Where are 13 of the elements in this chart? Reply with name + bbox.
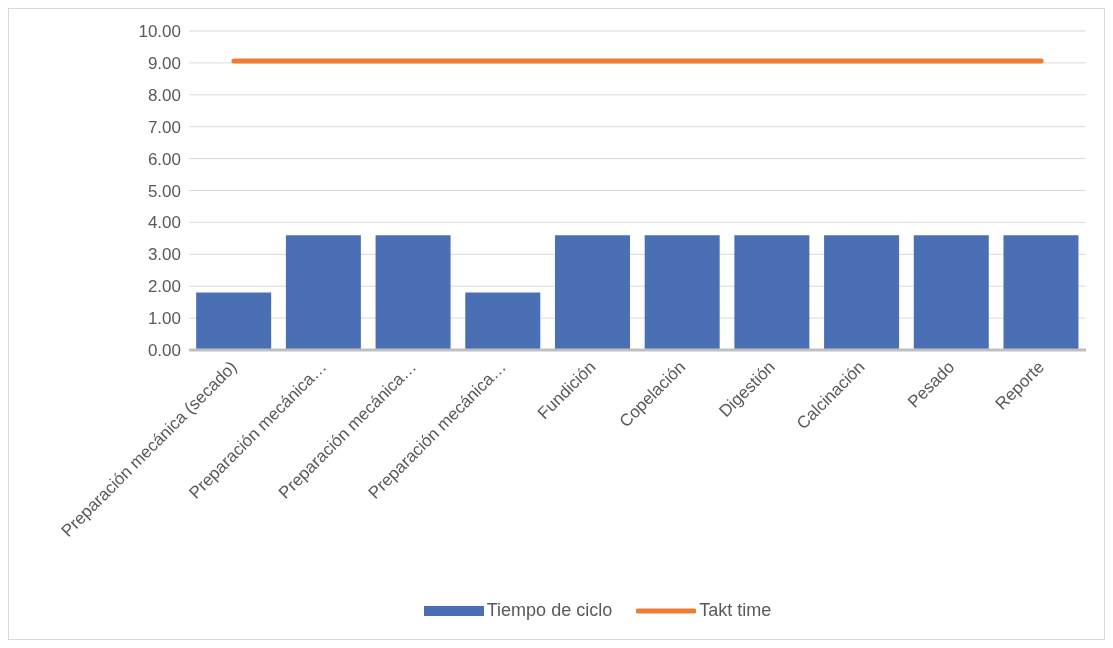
y-tick-label: 4.00 xyxy=(147,213,181,233)
y-tick-label: 9.00 xyxy=(147,53,181,73)
y-tick-label: 8.00 xyxy=(147,85,181,105)
y-tick-label: 0.00 xyxy=(147,341,181,361)
y-tick-label: 6.00 xyxy=(147,149,181,169)
y-tick-label: 10.00 xyxy=(138,22,181,42)
y-tick-label: 3.00 xyxy=(147,245,181,265)
y-tick-label: 7.00 xyxy=(147,117,181,137)
y-tick-label: 2.00 xyxy=(147,277,181,297)
y-tick-label: 1.00 xyxy=(147,309,181,329)
legend-label: Takt time xyxy=(698,600,772,621)
legend-label: Tiempo de ciclo xyxy=(485,600,613,621)
y-tick-label: 5.00 xyxy=(147,181,181,201)
